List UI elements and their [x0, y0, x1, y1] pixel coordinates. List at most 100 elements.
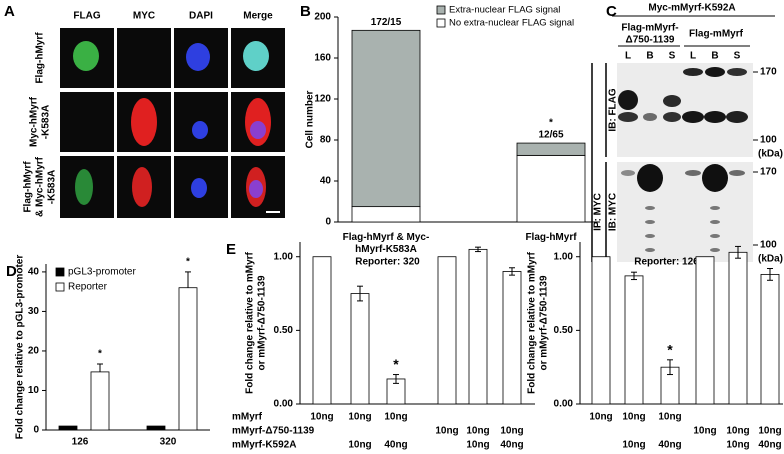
- row-label: mMyrf-K592A: [232, 440, 296, 451]
- y-tick-label: 0: [33, 425, 39, 436]
- ip-label: IP: MYC: [593, 193, 604, 231]
- bar-segment: [351, 206, 421, 223]
- bar: [591, 256, 611, 405]
- y-tick-label: 0.00: [554, 399, 574, 410]
- bar-segment: [516, 154, 586, 223]
- y-axis-label: or mMyrf-Δ750-1139: [257, 275, 268, 370]
- x-tick-label: 126: [72, 437, 89, 448]
- dose-cell: 10ng: [589, 412, 612, 423]
- dose-cell: 10ng: [658, 412, 681, 423]
- bar: [350, 293, 370, 405]
- unit-label: (kDa): [758, 254, 783, 265]
- antibody-label: IB: FLAG: [608, 88, 619, 132]
- marker-label: 100: [760, 135, 777, 146]
- lane-label: B: [711, 51, 718, 62]
- dose-cell: 40ng: [758, 440, 781, 451]
- y-tick-label: 10: [28, 385, 40, 396]
- x-tick-label: 320: [160, 437, 177, 448]
- y-tick-label: 200: [314, 12, 331, 23]
- panel-label: C: [606, 3, 617, 20]
- bar-label: 172/15: [371, 17, 402, 28]
- group-label: Δ750-1139: [626, 35, 675, 46]
- lane-label: L: [690, 51, 696, 62]
- column-header: DAPI: [189, 11, 213, 22]
- dose-cell: 40ng: [500, 440, 523, 451]
- dose-cell: 10ng: [466, 440, 489, 451]
- panel-label: E: [226, 241, 236, 258]
- y-tick-label: 80: [320, 135, 332, 146]
- bar-segment: [516, 142, 586, 156]
- x-label-box: Flag-hMyrf & Myc-hMyrf-K583A: [342, 232, 430, 255]
- x-tick-label: Flag-hMyrf & Myc-hMyrf-K583A: [342, 232, 430, 255]
- legend-swatch: [55, 282, 65, 292]
- bar: [58, 425, 78, 431]
- legend-swatch: [436, 18, 446, 28]
- lane-label: S: [669, 51, 676, 62]
- row-label: mMyrf-Δ750-1139: [232, 426, 315, 437]
- dose-cell: 10ng: [435, 426, 458, 437]
- row-label: -K583A: [47, 170, 58, 204]
- column-header: FLAG: [73, 11, 100, 22]
- bar: [624, 275, 644, 405]
- y-tick-label: 40: [320, 176, 332, 187]
- y-tick-label: 40: [28, 267, 40, 278]
- legend-swatch: [55, 267, 65, 277]
- significance: *: [98, 349, 102, 360]
- legend-label: pGL3-promoter: [68, 267, 136, 278]
- group-label: Flag-mMyrf-: [621, 23, 678, 34]
- marker-label: 170: [760, 167, 777, 178]
- dose-cell: 10ng: [384, 412, 407, 423]
- dose-cell: 40ng: [384, 440, 407, 451]
- bar: [760, 273, 780, 405]
- marker-label: 170: [760, 67, 777, 78]
- row-label: Myc-hMyrf: [29, 96, 40, 147]
- dose-cell: 10ng: [348, 412, 371, 423]
- chart-title: Reporter: 320: [355, 257, 420, 268]
- bar: [728, 251, 748, 405]
- chart-title: Reporter: 126: [634, 257, 699, 268]
- dose-cell: 40ng: [658, 440, 681, 451]
- dose-cell: 10ng: [348, 440, 371, 451]
- lane-label: L: [625, 51, 631, 62]
- group-label: Flag-mMyrf: [689, 29, 744, 40]
- row-label: -K583A: [41, 105, 52, 139]
- lane-label: S: [734, 51, 741, 62]
- dose-cell: 10ng: [466, 426, 489, 437]
- dose-cell: 10ng: [726, 426, 749, 437]
- y-tick-label: 0.00: [274, 399, 294, 410]
- y-tick-label: 30: [28, 306, 40, 317]
- bar: [312, 256, 332, 405]
- y-axis-label: Fold change relative to mMyrf: [527, 251, 538, 393]
- unit-label: (kDa): [758, 149, 783, 160]
- bar-segment: [351, 29, 421, 208]
- y-tick-label: 0.50: [554, 325, 574, 336]
- column-header: Merge: [243, 11, 273, 22]
- y-axis-label: Fold change relative to pGL3-promoter: [15, 255, 26, 440]
- dose-cell: 10ng: [622, 440, 645, 451]
- y-tick-label: 160: [314, 53, 331, 64]
- antibody-label: IB: MYC: [608, 193, 619, 231]
- legend-label: Extra-nuclear FLAG signal: [449, 5, 560, 16]
- y-tick-label: 1.00: [274, 251, 294, 262]
- panel-label: A: [4, 3, 15, 20]
- y-tick-label: 120: [314, 94, 331, 105]
- dose-cell: 10ng: [758, 426, 781, 437]
- dose-cell: 10ng: [500, 426, 523, 437]
- bar: [468, 248, 488, 405]
- row-label: Flag-hMyrf: [23, 161, 34, 213]
- panel-label: B: [300, 3, 311, 20]
- significance: *: [186, 257, 190, 268]
- y-tick-label: 20: [28, 346, 40, 357]
- micrographs: [60, 28, 285, 218]
- bar: [502, 271, 522, 405]
- marker-label: 100: [760, 240, 777, 251]
- dose-cell: 10ng: [622, 412, 645, 423]
- bar: [178, 287, 198, 431]
- significance: *: [549, 118, 553, 129]
- significance: *: [667, 342, 673, 358]
- legend-label: No extra-nuclear FLAG signal: [449, 18, 574, 29]
- x-tick-label: Flag-hMyrf: [525, 232, 577, 243]
- y-tick-label: 0.50: [274, 325, 294, 336]
- x-label-box: Flag-hMyrf: [525, 232, 577, 243]
